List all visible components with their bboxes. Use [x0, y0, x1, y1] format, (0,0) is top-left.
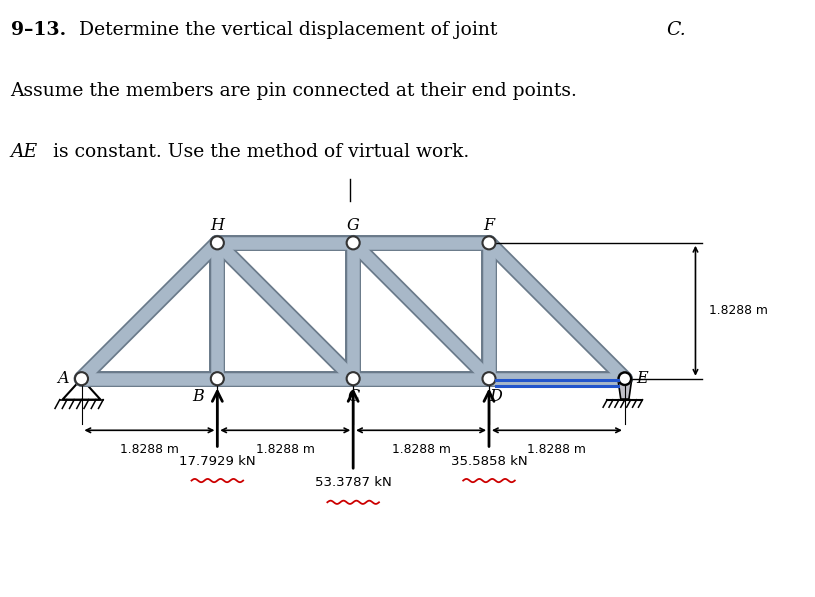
Text: 17.7929 kN: 17.7929 kN — [179, 455, 256, 468]
Circle shape — [211, 372, 224, 385]
Circle shape — [346, 372, 359, 385]
Text: C: C — [347, 388, 359, 405]
Circle shape — [482, 372, 496, 385]
Text: 53.3787 kN: 53.3787 kN — [315, 476, 391, 490]
Circle shape — [346, 236, 359, 250]
Text: F: F — [483, 217, 495, 233]
Text: 9–13.: 9–13. — [11, 21, 66, 39]
Circle shape — [619, 372, 632, 385]
Circle shape — [211, 236, 224, 250]
Text: 1.8288 m: 1.8288 m — [709, 304, 768, 317]
Text: 1.8288 m: 1.8288 m — [256, 442, 315, 456]
Text: 1.8288 m: 1.8288 m — [527, 442, 586, 456]
Polygon shape — [618, 380, 632, 399]
Text: 1.8288 m: 1.8288 m — [120, 442, 178, 456]
Text: AE: AE — [11, 143, 37, 161]
Text: E: E — [637, 370, 648, 387]
Text: 35.5858 kN: 35.5858 kN — [451, 455, 527, 468]
Text: B: B — [192, 388, 205, 405]
Text: is constant. Use the method of virtual work.: is constant. Use the method of virtual w… — [47, 143, 469, 161]
Text: D: D — [489, 388, 502, 405]
Polygon shape — [63, 378, 100, 399]
Text: Determine the vertical displacement of joint: Determine the vertical displacement of j… — [67, 21, 503, 39]
Text: Assume the members are pin connected at their end points.: Assume the members are pin connected at … — [11, 82, 578, 100]
Text: H: H — [210, 217, 224, 233]
Circle shape — [482, 236, 496, 250]
Text: 1.8288 m: 1.8288 m — [392, 442, 451, 456]
Text: C.: C. — [666, 21, 685, 39]
Circle shape — [619, 373, 631, 385]
Text: G: G — [347, 217, 359, 233]
Circle shape — [75, 372, 88, 385]
Text: A: A — [57, 370, 68, 387]
